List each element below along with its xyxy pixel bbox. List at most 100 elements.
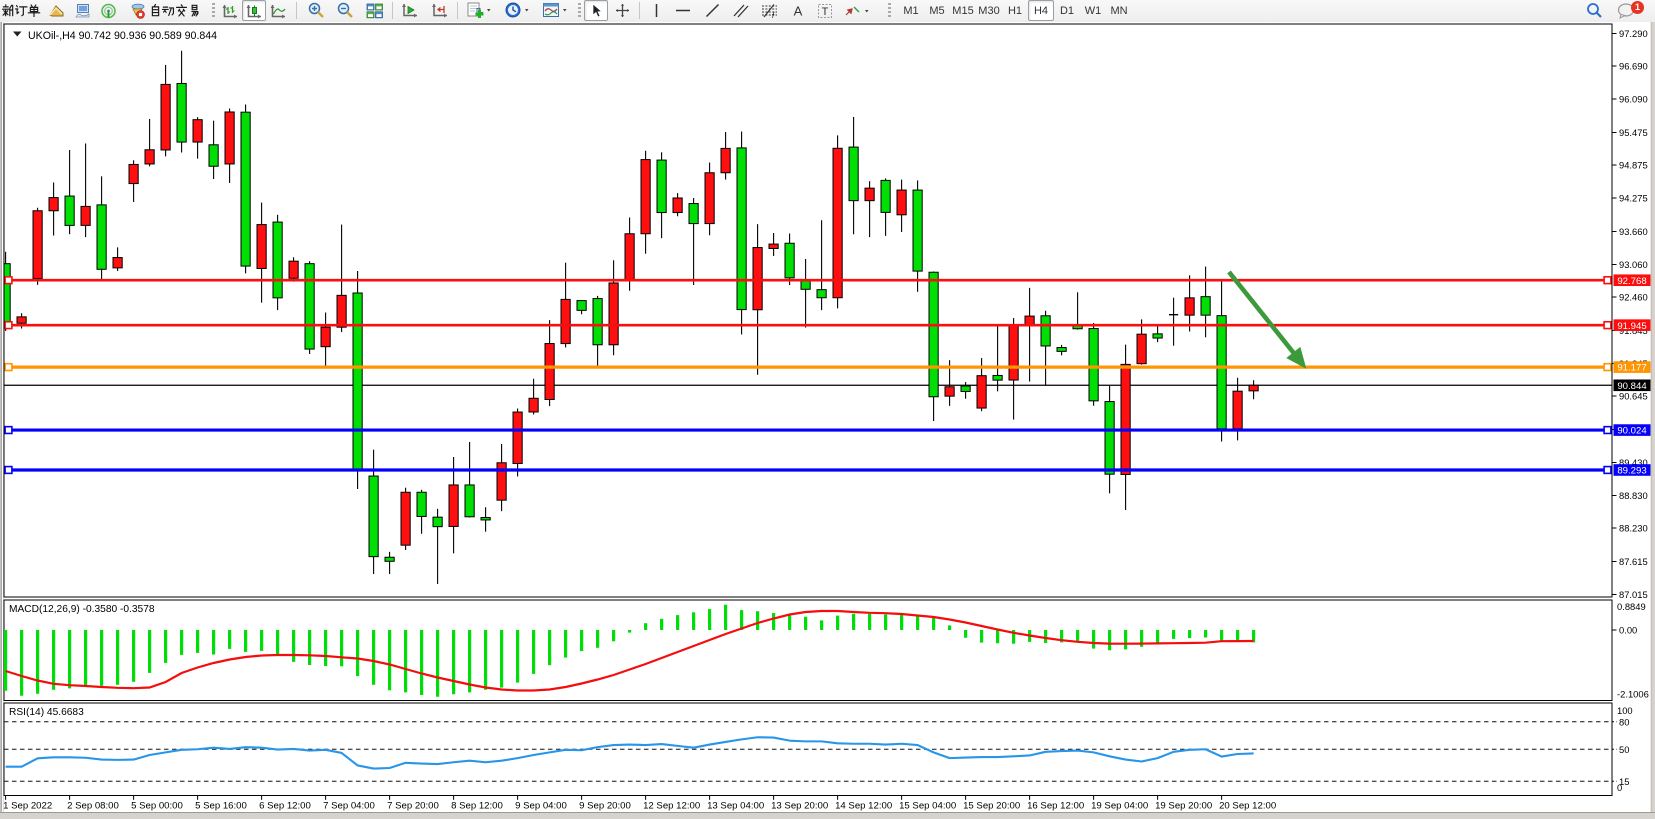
candle-body: [608, 282, 619, 346]
zoom-in-icon: [308, 2, 324, 18]
candlestick-chart-button[interactable]: [242, 0, 266, 21]
timeframe-M15[interactable]: M15: [952, 5, 974, 17]
time-tick-label: 5 Sep 00:00: [131, 801, 183, 812]
candle-body: [80, 205, 91, 226]
charts-cascade-button[interactable]: [44, 0, 68, 21]
candle-body: [1120, 363, 1131, 475]
price-pane[interactable]: [1, 50, 1612, 584]
chart-shift-button[interactable]: [427, 0, 453, 21]
hline-anchor[interactable]: [1603, 362, 1612, 372]
candle-body: [1088, 328, 1099, 402]
text-label-button[interactable]: T: [813, 0, 837, 21]
price-tick-label: 95.475: [1619, 127, 1648, 138]
rsi-level-label: 50: [1619, 744, 1629, 755]
market-watch-button[interactable]: [70, 0, 94, 21]
hline-anchor[interactable]: [1603, 425, 1612, 435]
hline-anchor[interactable]: [4, 362, 13, 372]
price-badge-91.177[interactable]: 91.177: [1613, 361, 1651, 374]
candle-body: [1136, 333, 1147, 365]
zoom-out-button[interactable]: [332, 0, 358, 21]
candle-body: [192, 119, 203, 143]
time-tick-label: 9 Sep 20:00: [579, 801, 631, 812]
timeframe-H4[interactable]: H4: [1028, 0, 1054, 21]
price-badge-91.945[interactable]: 91.945: [1613, 319, 1651, 332]
toolbar-grip: [888, 3, 891, 18]
timeframe-D1[interactable]: D1: [1059, 5, 1075, 17]
chart-area[interactable]: UKOil-,H4 90.742 90.936 90.589 90.844 97.…: [0, 22, 1655, 819]
navigator-button[interactable]: [96, 0, 120, 21]
chart-shift-icon: [432, 4, 447, 18]
hline-anchor[interactable]: [1603, 320, 1612, 330]
hline-anchor[interactable]: [4, 425, 13, 435]
macd-axis-min: -2.1006: [1617, 689, 1649, 700]
cursor-button[interactable]: [584, 0, 608, 21]
new-order-button[interactable]: [0, 0, 42, 21]
channel-button[interactable]: [729, 0, 753, 21]
price-tick-label: 92.460: [1619, 292, 1648, 303]
timeframe-M5[interactable]: M5: [929, 5, 945, 17]
timeframe-M30[interactable]: M30: [978, 5, 1000, 17]
macd-pane-content[interactable]: MACD(12,26,9) -0.3580 -0.3578 0.8849 0.00 -…: [3, 601, 1649, 700]
auto-scroll-button[interactable]: [397, 0, 423, 21]
timeframe-W1[interactable]: W1: [1084, 5, 1102, 17]
svg-text:91.945: 91.945: [1617, 321, 1646, 332]
zoom-in-button[interactable]: [303, 0, 329, 21]
symbol-label[interactable]: UKOil-,H4 90.742 90.936 90.589 90.844: [13, 30, 217, 42]
time-tick-label: 1 Sep 2022: [3, 801, 52, 812]
hline-anchor[interactable]: [4, 465, 13, 475]
svg-text:91.177: 91.177: [1617, 363, 1646, 374]
hline-anchor[interactable]: [1603, 465, 1612, 475]
price-badge-92.768[interactable]: 92.768: [1613, 274, 1651, 287]
candle-body: [288, 260, 299, 279]
timeframe-H1[interactable]: H1: [1007, 5, 1023, 17]
time-tick-label: 20 Sep 12:00: [1219, 801, 1276, 812]
tile-windows-button[interactable]: [361, 0, 387, 21]
rsi-pane-content[interactable]: 80 50 15 RSI(14) 45.6683 100 0: [4, 705, 1633, 793]
timeframe-M1[interactable]: M1: [903, 5, 919, 17]
price-axis[interactable]: 97.290 96.690 96.090 95.475 94.875 94.275 93.6…: [1612, 28, 1651, 600]
hline-anchor[interactable]: [4, 276, 13, 285]
symbol-dropdown-icon[interactable]: [13, 31, 22, 37]
indicators-icon: [467, 2, 491, 18]
time-tick-label: 6 Sep 12:00: [259, 801, 311, 812]
candle-body: [480, 516, 491, 521]
price-badge-90.024[interactable]: 90.024: [1613, 424, 1651, 437]
text-button[interactable]: A: [786, 0, 810, 21]
bar-chart-button[interactable]: [218, 0, 242, 21]
trend-arrow-head[interactable]: [1286, 346, 1307, 369]
current-price-badge[interactable]: 90.844: [1613, 379, 1651, 392]
periods-button[interactable]: [500, 0, 534, 21]
candle-body: [848, 146, 859, 202]
crosshair-button[interactable]: [610, 0, 634, 21]
hline-anchor[interactable]: [1603, 276, 1612, 285]
candle-body: [1232, 390, 1243, 430]
search-button[interactable]: [1581, 0, 1607, 21]
bar-chart-icon: [222, 4, 237, 18]
toolbar-separator: [639, 2, 640, 19]
candle-body: [416, 491, 427, 517]
trend-arrow-shaft[interactable]: [1227, 270, 1300, 360]
autotrading-icon: [131, 3, 145, 19]
timeframe-MN[interactable]: MN: [1110, 5, 1128, 17]
time-tick-label: 14 Sep 12:00: [835, 801, 892, 812]
svg-text:A: A: [794, 4, 803, 19]
notification-badge[interactable]: 1: [1631, 1, 1644, 14]
svg-text:90.024: 90.024: [1617, 426, 1647, 437]
indicators-button[interactable]: [462, 0, 496, 21]
candle-body: [352, 292, 363, 472]
hline-anchor[interactable]: [4, 320, 13, 330]
time-axis[interactable]: 1 Sep 2022 2 Sep 08:00 5 Sep 00:00 5 Sep 16…: [3, 795, 1276, 812]
templates-button[interactable]: [538, 0, 572, 21]
candle-body: [160, 83, 171, 151]
horizontal-line-button[interactable]: [671, 0, 695, 21]
autotrading-button[interactable]: [122, 0, 208, 21]
line-chart-button[interactable]: [266, 0, 290, 21]
vertical-line-button[interactable]: [644, 0, 668, 21]
price-tick-label: 96.690: [1619, 61, 1648, 72]
trendline-button[interactable]: [700, 0, 724, 21]
horizontal-line-icon: [676, 9, 690, 12]
fibonacci-button[interactable]: f: [757, 0, 781, 21]
macd-label: MACD(12,26,9) -0.3580 -0.3578: [9, 604, 155, 615]
price-badge-89.293[interactable]: 89.293: [1613, 464, 1651, 477]
arrows-button[interactable]: [838, 0, 874, 21]
